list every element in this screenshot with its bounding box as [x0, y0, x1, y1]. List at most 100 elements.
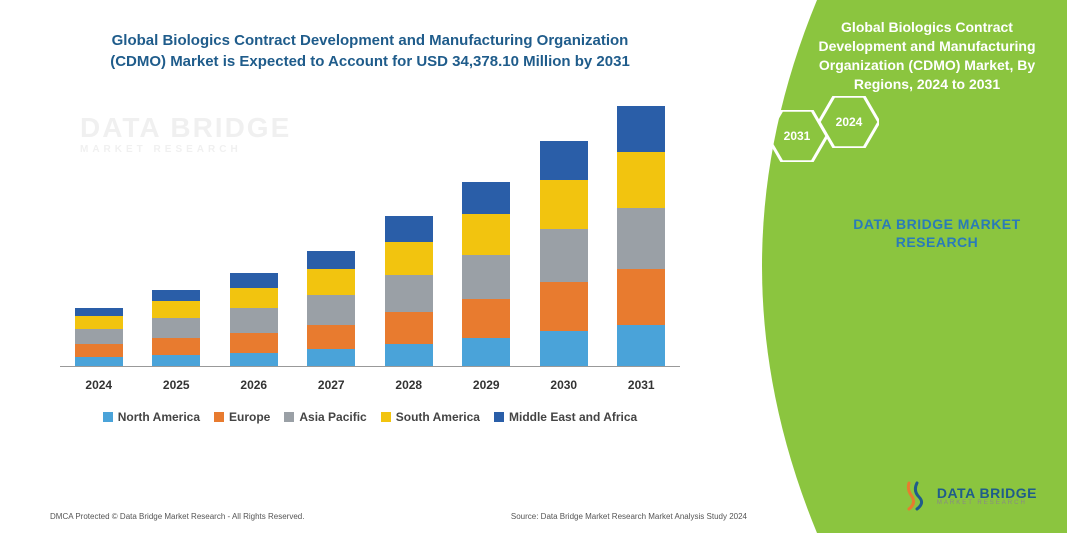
logo-main: DATA BRIDGE	[937, 486, 1037, 500]
bar-segment	[385, 312, 433, 344]
stacked-bar	[230, 273, 278, 366]
chart-panel: Global Biologics Contract Development an…	[0, 0, 740, 533]
footer-right: Source: Data Bridge Market Research Mark…	[511, 512, 747, 521]
bar-group	[381, 216, 436, 366]
bar-group	[459, 182, 514, 366]
bar-group	[304, 251, 359, 366]
legend-item: North America	[103, 410, 200, 424]
bar-segment	[462, 299, 510, 338]
footer: DMCA Protected © Data Bridge Market Rese…	[50, 512, 747, 521]
chart-title: Global Biologics Contract Development an…	[100, 30, 640, 72]
legend-label: Asia Pacific	[299, 410, 366, 424]
hexagon-group: 2031 2024	[767, 110, 879, 162]
stacked-bar	[307, 251, 355, 366]
bar-group	[614, 106, 669, 366]
bar-segment	[307, 295, 355, 325]
bar-segment	[152, 318, 200, 338]
bar-segment	[385, 216, 433, 242]
legend-label: Middle East and Africa	[509, 410, 637, 424]
bar-segment	[307, 349, 355, 366]
bar-segment	[617, 325, 665, 366]
legend-swatch	[494, 412, 504, 422]
legend-swatch	[103, 412, 113, 422]
bar-segment	[75, 308, 123, 315]
stacked-bar	[462, 182, 510, 366]
bar-segment	[462, 338, 510, 366]
x-axis-label: 2031	[614, 378, 669, 392]
bar-segment	[75, 344, 123, 357]
bar-segment	[540, 282, 588, 330]
bar-segment	[617, 152, 665, 208]
hexagon-label: 2024	[836, 115, 863, 129]
hexagon-2024: 2024	[819, 96, 879, 148]
legend-swatch	[381, 412, 391, 422]
stacked-bar	[152, 290, 200, 366]
bar-segment	[540, 331, 588, 366]
logo-text: DATA BRIDGE MARKET RESEARCH	[937, 486, 1037, 506]
legend-item: South America	[381, 410, 480, 424]
bar-segment	[462, 255, 510, 300]
legend-label: Europe	[229, 410, 270, 424]
side-panel: Global Biologics Contract Development an…	[737, 0, 1067, 533]
x-axis-label: 2025	[149, 378, 204, 392]
x-axis-label: 2027	[304, 378, 359, 392]
bar-segment	[230, 308, 278, 332]
stacked-bar	[540, 141, 588, 366]
bar-segment	[540, 180, 588, 228]
legend-label: North America	[118, 410, 200, 424]
bar-segment	[75, 329, 123, 344]
stacked-bar	[617, 106, 665, 366]
bar-segment	[75, 316, 123, 329]
legend-item: Middle East and Africa	[494, 410, 637, 424]
logo-icon	[905, 481, 931, 511]
hexagon-label: 2031	[784, 129, 811, 143]
bar-segment	[152, 290, 200, 301]
logo: DATA BRIDGE MARKET RESEARCH	[905, 481, 1037, 511]
chart-area: DATA BRIDGE MARKET RESEARCH 202420252026…	[60, 92, 680, 392]
bar-segment	[230, 273, 278, 288]
legend-swatch	[284, 412, 294, 422]
bars-container	[60, 107, 680, 367]
bar-segment	[617, 106, 665, 152]
legend-swatch	[214, 412, 224, 422]
footer-left: DMCA Protected © Data Bridge Market Rese…	[50, 512, 304, 521]
bar-group	[149, 290, 204, 366]
chart-legend: North America Europe Asia Pacific South Ame…	[30, 410, 710, 424]
bar-group	[536, 141, 591, 366]
legend-item: Europe	[214, 410, 270, 424]
bar-segment	[230, 333, 278, 353]
bar-segment	[617, 208, 665, 269]
bar-group	[71, 308, 126, 366]
legend-label: South America	[396, 410, 480, 424]
hexagon-2031: 2031	[767, 110, 827, 162]
bar-segment	[385, 242, 433, 275]
bar-segment	[462, 214, 510, 255]
bar-segment	[307, 251, 355, 270]
bar-segment	[75, 357, 123, 366]
stacked-bar	[385, 216, 433, 366]
brand-text: DATA BRIDGE MARKET RESEARCH	[827, 215, 1047, 251]
bar-segment	[152, 355, 200, 366]
logo-sub: MARKET RESEARCH	[937, 500, 1037, 506]
x-axis-labels: 2024 2025 2026 2027 2028 2029 2030 2031	[60, 378, 680, 392]
x-axis-label: 2028	[381, 378, 436, 392]
bar-segment	[617, 269, 665, 325]
x-axis-label: 2024	[71, 378, 126, 392]
x-axis-label: 2029	[459, 378, 514, 392]
bar-segment	[152, 338, 200, 355]
side-title: Global Biologics Contract Development an…	[807, 18, 1047, 94]
bar-segment	[307, 269, 355, 295]
bar-segment	[385, 275, 433, 312]
stacked-bar	[75, 308, 123, 366]
bar-segment	[307, 325, 355, 349]
bar-segment	[230, 288, 278, 308]
bar-segment	[230, 353, 278, 366]
bar-segment	[462, 182, 510, 214]
legend-item: Asia Pacific	[284, 410, 366, 424]
bar-segment	[152, 301, 200, 318]
bar-segment	[540, 229, 588, 283]
bar-segment	[385, 344, 433, 366]
x-axis-label: 2030	[536, 378, 591, 392]
bar-segment	[540, 141, 588, 180]
x-axis-label: 2026	[226, 378, 281, 392]
